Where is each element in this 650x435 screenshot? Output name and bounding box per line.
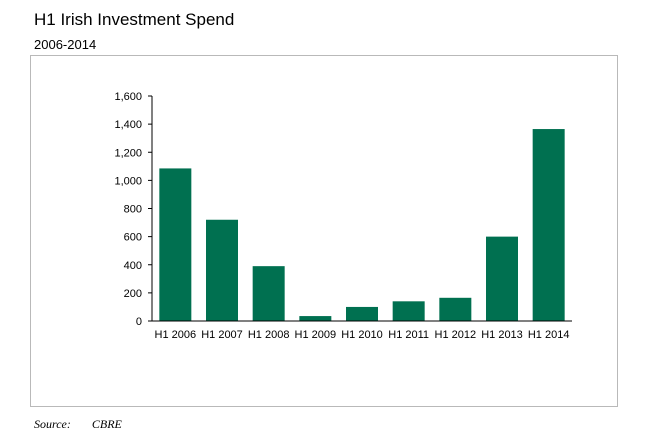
source-value: CBRE — [91, 417, 122, 431]
bar-h1-2014 — [532, 129, 565, 321]
x-tick-label: H1 2011 — [388, 329, 429, 341]
chart-frame — [30, 55, 618, 407]
y-tick-label: 1,600 — [114, 91, 142, 103]
y-tick-label: 200 — [124, 288, 142, 300]
bar-h1-2010 — [346, 306, 378, 321]
x-tick-label: H1 2014 — [528, 329, 570, 341]
y-tick-label: 1,200 — [114, 147, 142, 159]
x-tick-label: H1 2009 — [295, 329, 337, 341]
bar-h1-2007 — [206, 219, 238, 321]
x-tick-label: H1 2006 — [155, 329, 197, 341]
chart-title: H1 Irish Investment Spend — [34, 10, 235, 29]
bar-h1-2011 — [392, 301, 425, 321]
y-tick-label: 0 — [136, 316, 142, 328]
bar-h1-2008 — [252, 266, 285, 321]
x-tick-label: H1 2007 — [201, 329, 243, 341]
bar-h1-2013 — [486, 236, 518, 321]
y-tick-label: 400 — [124, 260, 142, 272]
x-tick-label: H1 2008 — [248, 329, 290, 341]
bar-h1-2006 — [159, 168, 192, 321]
y-tick-label: 600 — [124, 232, 142, 244]
source-note: Source: CBRE — [34, 417, 140, 432]
x-tick-label: H1 2013 — [481, 329, 523, 341]
y-tick-label: 1,000 — [114, 175, 142, 187]
source-label: Source: — [34, 417, 71, 431]
x-tick-label: H1 2012 — [435, 329, 477, 341]
x-tick-label: H1 2010 — [341, 329, 383, 341]
bar-h1-2009 — [299, 316, 332, 321]
chart-subtitle: 2006-2014 — [34, 37, 97, 52]
bar-h1-2012 — [439, 297, 472, 321]
y-tick-label: 1,400 — [114, 119, 142, 131]
y-tick-label: 800 — [124, 204, 142, 216]
